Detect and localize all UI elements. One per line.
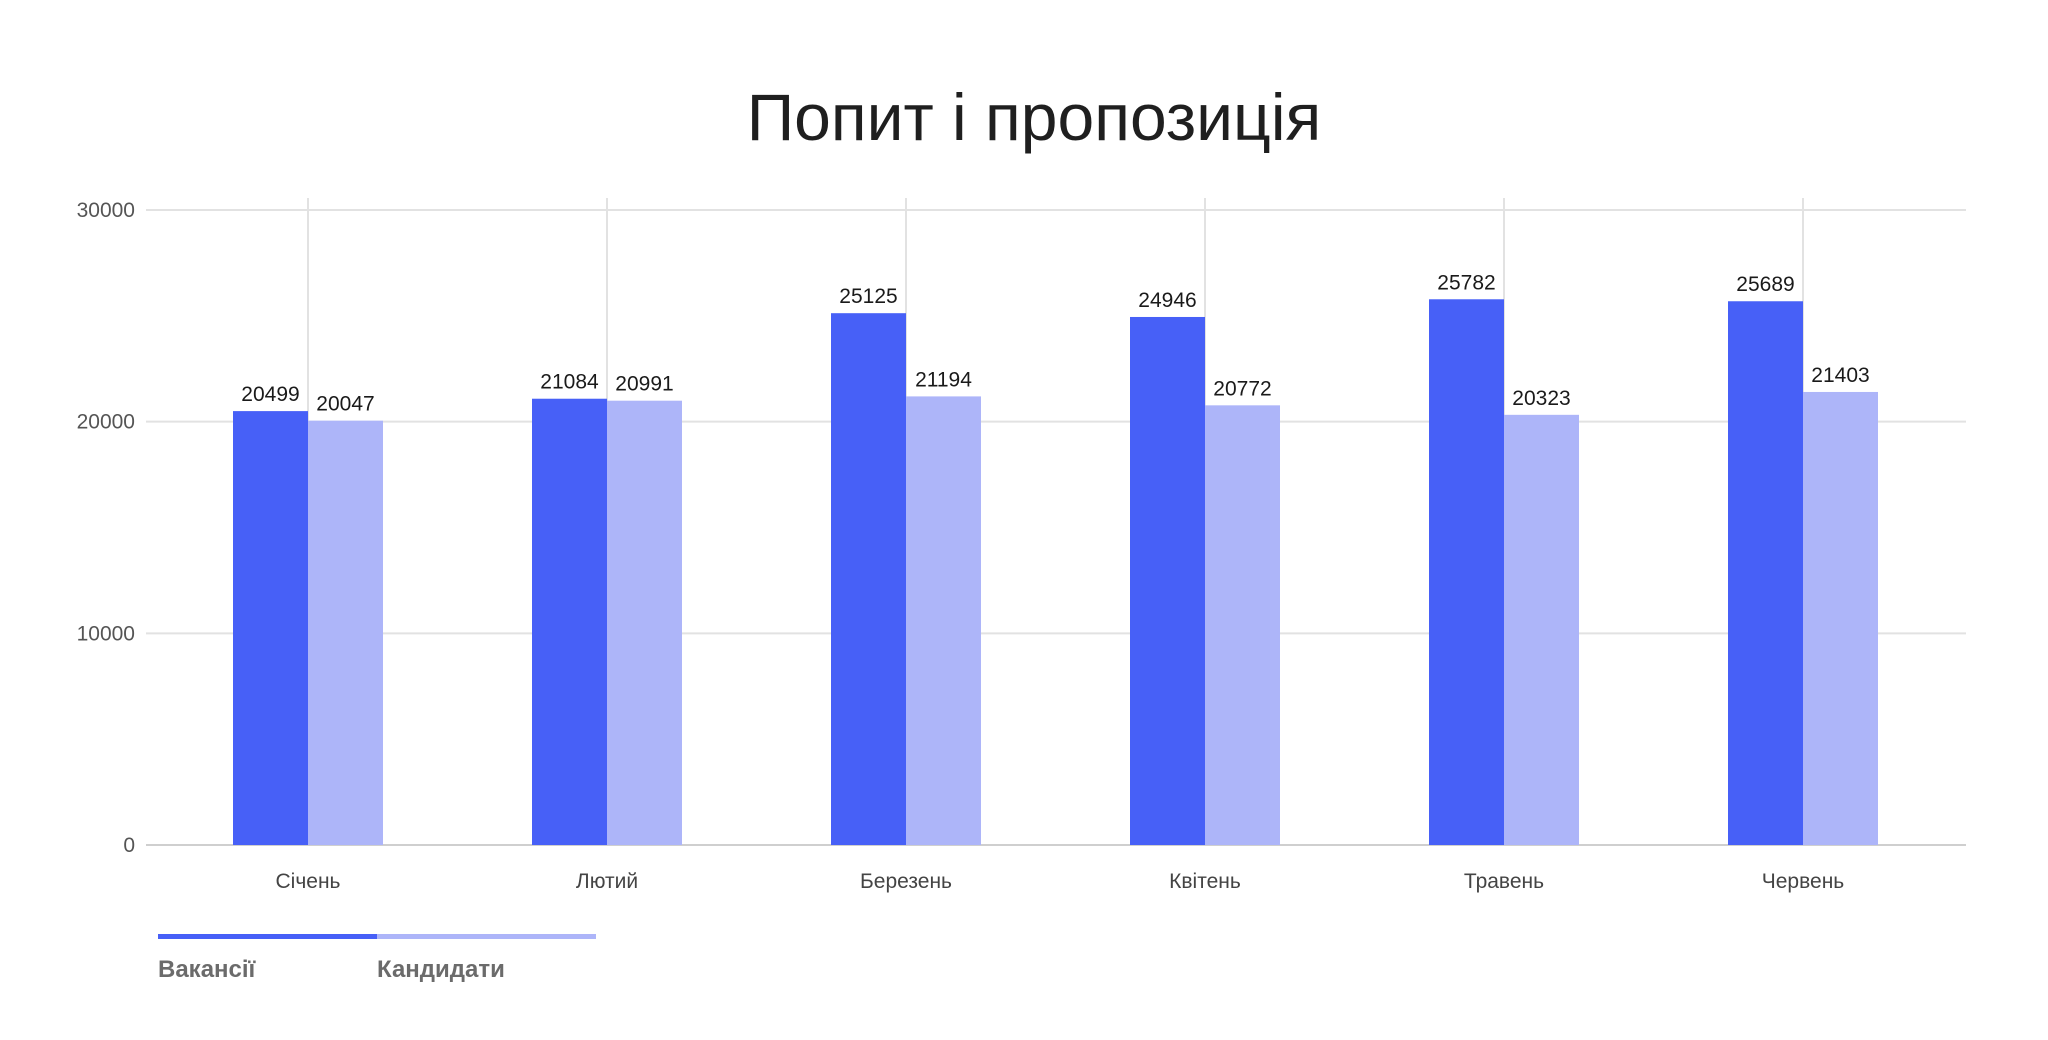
bar-series-2 bbox=[906, 396, 981, 845]
bar-series-2 bbox=[1504, 414, 1579, 845]
y-tick-label: 20000 bbox=[77, 411, 135, 434]
y-tick-label: 10000 bbox=[77, 622, 135, 645]
data-label: 21403 bbox=[1811, 364, 1869, 387]
grid bbox=[146, 198, 1966, 846]
legend: Вакансії Кандидати bbox=[158, 934, 596, 983]
bar-series-2 bbox=[607, 400, 682, 845]
data-label: 20499 bbox=[241, 383, 299, 406]
data-label: 20772 bbox=[1213, 377, 1271, 400]
data-labels: 20499 21084 25125 24946 25782 25689 20047 20991… bbox=[241, 271, 1869, 415]
bar-series-1 bbox=[1130, 316, 1205, 845]
bar-series-1 bbox=[831, 313, 906, 845]
x-tick-label: Червень bbox=[1762, 870, 1845, 893]
data-label: 20991 bbox=[615, 373, 673, 396]
data-label: 25125 bbox=[839, 285, 897, 308]
legend-swatch bbox=[158, 934, 377, 939]
x-tick-label: Лютий bbox=[576, 870, 638, 893]
bar-series-2 bbox=[1803, 391, 1878, 845]
data-label: 20047 bbox=[316, 393, 374, 416]
data-label: 25782 bbox=[1437, 271, 1495, 294]
chart-title: Попит і пропозиція bbox=[747, 80, 1322, 154]
bar-series-1 bbox=[1728, 301, 1803, 845]
x-tick-label: Квітень bbox=[1169, 870, 1241, 893]
bar-series-2 bbox=[1205, 405, 1280, 845]
legend-label: Вакансії bbox=[158, 956, 257, 983]
bar-series-1 bbox=[1429, 299, 1504, 845]
data-label: 24946 bbox=[1138, 289, 1196, 312]
axes: 0 10000 20000 30000 Січень Лютий Березень Квіте… bbox=[77, 199, 1845, 893]
x-tick-label: Січень bbox=[276, 870, 341, 893]
data-label: 21084 bbox=[540, 371, 599, 394]
bar-series-2 bbox=[308, 420, 383, 845]
data-label: 21194 bbox=[915, 368, 972, 391]
y-tick-label: 30000 bbox=[77, 199, 135, 222]
bar-series-1 bbox=[532, 398, 607, 845]
bar-series-1 bbox=[233, 411, 308, 845]
y-tick-label: 0 bbox=[123, 834, 135, 857]
x-tick-label: Травень bbox=[1464, 870, 1544, 893]
legend-label: Кандидати bbox=[377, 956, 505, 983]
data-label: 25689 bbox=[1736, 273, 1794, 296]
legend-swatch bbox=[377, 934, 596, 939]
data-label: 20323 bbox=[1512, 387, 1570, 410]
x-tick-label: Березень bbox=[860, 870, 952, 893]
bars bbox=[233, 299, 1878, 845]
